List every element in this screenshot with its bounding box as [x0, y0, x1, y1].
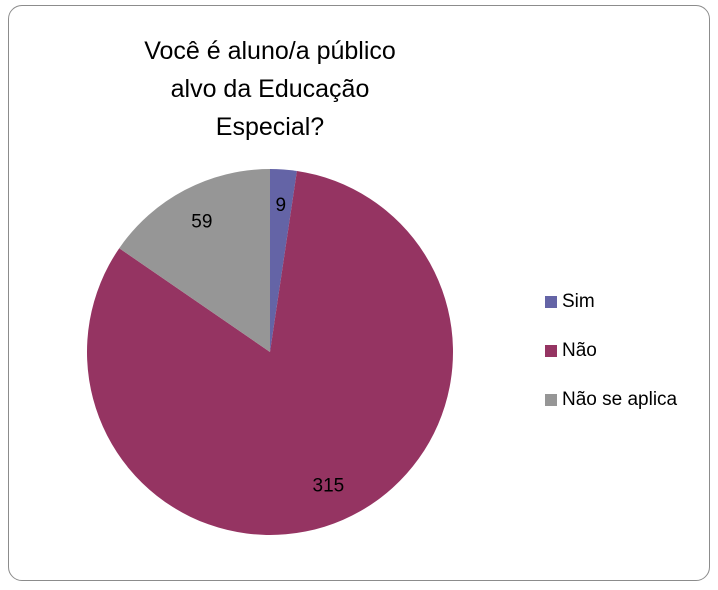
pie-slice	[270, 169, 297, 352]
chart-frame	[8, 5, 710, 581]
data-label: 315	[313, 475, 345, 496]
pie-slice	[119, 169, 271, 352]
legend-swatch	[545, 296, 557, 308]
data-label: 59	[191, 211, 212, 232]
pie-slice	[86, 170, 454, 536]
data-label: 9	[276, 195, 287, 216]
legend-swatch	[545, 345, 557, 357]
legend-label: Sim	[562, 291, 595, 312]
legend-swatch	[545, 394, 557, 406]
chart-title: Você é aluno/a público alvo da Educação …	[144, 37, 396, 141]
legend-label: Não	[562, 340, 597, 361]
legend-label: Não se aplica	[562, 389, 678, 410]
